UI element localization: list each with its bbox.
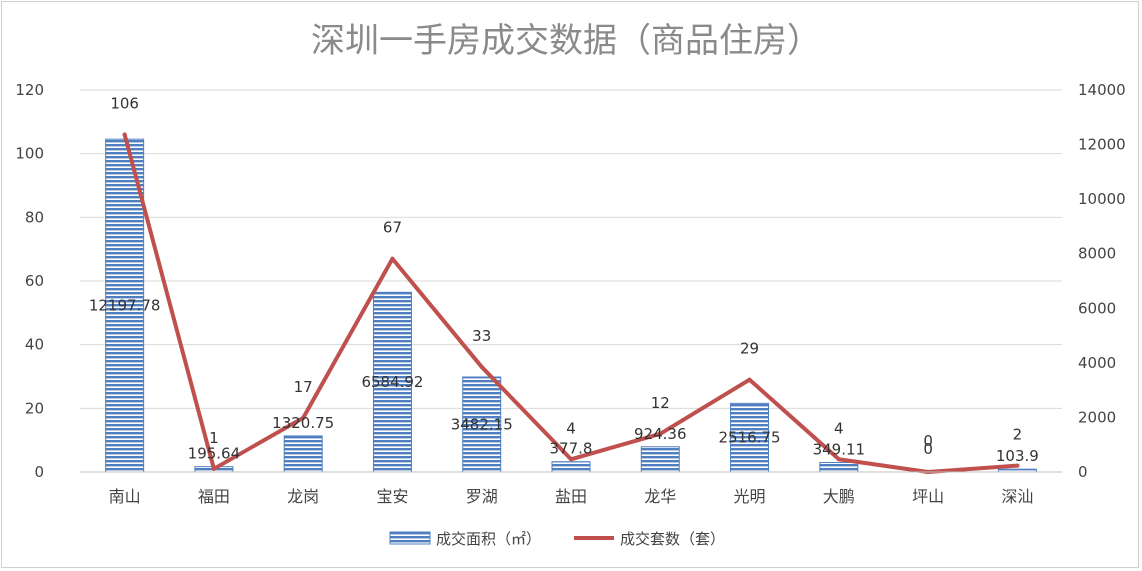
left-axis-tick-label: 100 (15, 145, 44, 163)
units-point (747, 377, 752, 382)
units-point (1015, 463, 1020, 468)
category-label: 龙华 (644, 487, 676, 506)
area-data-label: 12197.78 (89, 297, 161, 315)
right-axis-tick-label: 10000 (1078, 190, 1126, 208)
units-data-label: 12 (651, 394, 670, 412)
right-axis-tick-label: 12000 (1078, 136, 1126, 154)
bar-area (730, 402, 770, 473)
right-axis-tick-label: 4000 (1078, 354, 1116, 372)
category-label: 盐田 (555, 487, 587, 506)
category-label: 光明 (734, 487, 766, 506)
bar-area (372, 291, 412, 473)
category-label: 大鹏 (823, 487, 855, 506)
area-data-label: 377.8 (550, 440, 593, 458)
units-data-label: 67 (383, 219, 402, 237)
units-data-label: 4 (834, 419, 844, 437)
category-label: 罗湖 (466, 487, 498, 506)
area-data-label: 924.36 (634, 425, 687, 443)
area-data-label: 6584.92 (361, 373, 423, 391)
left-axis-tick-label: 80 (25, 208, 44, 226)
right-axis-tick-label: 0 (1078, 463, 1088, 481)
category-label: 坪山 (912, 487, 944, 506)
right-axis-tick-label: 14000 (1078, 81, 1126, 99)
units-point (569, 457, 573, 462)
units-point (211, 466, 216, 471)
units-point (390, 256, 395, 261)
area-data-label: 2516.75 (719, 429, 781, 447)
category-label: 深汕 (1001, 487, 1033, 506)
units-point (301, 415, 306, 420)
legend-area-label: 成交面积（㎡） (436, 530, 541, 548)
bar-area (819, 461, 859, 473)
units-point (836, 457, 841, 462)
units-data-label: 1 (209, 429, 219, 447)
units-data-label: 33 (472, 327, 491, 345)
left-axis-tick-label: 20 (25, 399, 44, 417)
area-data-label: 3482.15 (451, 415, 513, 433)
units-point (658, 431, 663, 436)
right-axis-tick-label: 2000 (1078, 408, 1116, 426)
right-axis-tick-label: 8000 (1078, 245, 1116, 263)
right-axis-tick-label: 6000 (1078, 299, 1116, 317)
left-axis-tick-label: 60 (25, 272, 44, 290)
area-data-label: 103.9 (996, 447, 1039, 465)
category-label: 南山 (109, 487, 141, 506)
units-data-label: 29 (740, 340, 759, 358)
area-data-label: 195.64 (188, 445, 241, 463)
chart-title: 深圳一手房成交数据（商品住房） (311, 21, 821, 61)
bar-area (551, 461, 591, 473)
area-data-label: 0 (923, 440, 933, 458)
units-data-label: 106 (110, 95, 139, 113)
area-data-label: 349.11 (813, 440, 866, 458)
legend-units-label: 成交套数（套） (620, 530, 725, 548)
units-data-label: 2 (1013, 426, 1023, 444)
category-label: 宝安 (376, 487, 408, 506)
units-point (479, 364, 484, 369)
left-axis-tick-label: 0 (34, 463, 44, 481)
left-axis-tick-label: 40 (25, 336, 44, 354)
units-data-label: 17 (294, 378, 313, 396)
bar-area (283, 435, 323, 473)
area-data-label: 1320.75 (272, 414, 334, 432)
category-label: 龙岗 (287, 487, 319, 506)
legend-area-swatch (389, 531, 431, 545)
category-label: 福田 (198, 487, 230, 506)
units-data-label: 4 (566, 419, 576, 437)
units-data-label: 0 (923, 432, 933, 450)
left-axis-tick-label: 120 (15, 81, 44, 99)
bar-area (640, 446, 680, 473)
units-point (122, 132, 127, 137)
